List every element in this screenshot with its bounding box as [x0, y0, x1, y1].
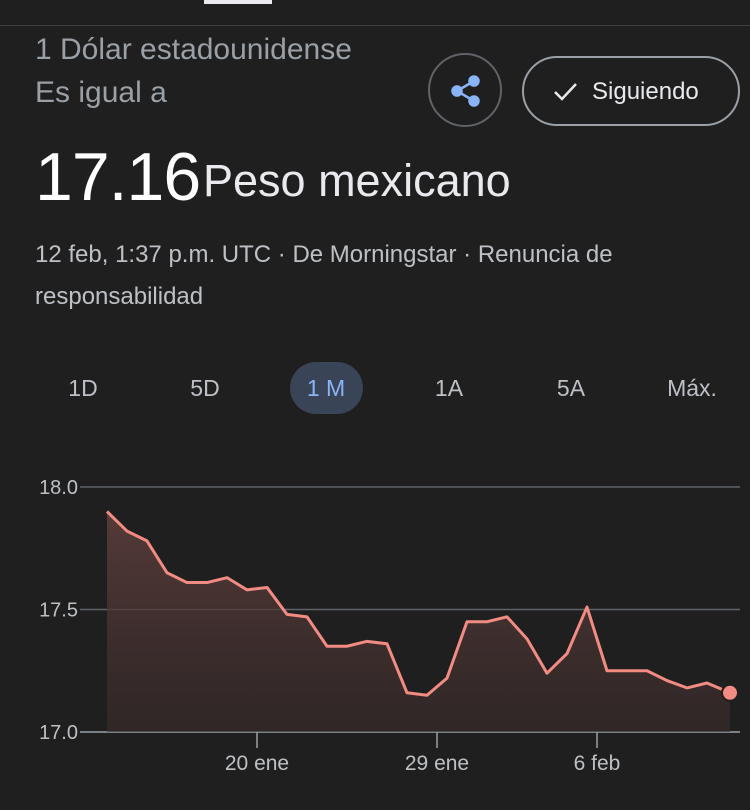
to-currency: Peso mexicano — [203, 155, 511, 206]
x-tick-label: 29 ene — [405, 752, 469, 775]
follow-button[interactable]: Siguiendo — [522, 56, 740, 126]
y-tick-label: 17.0 — [39, 722, 78, 744]
rate: 17.16 — [35, 139, 201, 215]
y-tick-label: 17.5 — [39, 600, 78, 622]
divider — [0, 25, 750, 26]
tab-indicator — [204, 0, 272, 4]
range-tab[interactable]: 5A — [556, 375, 586, 401]
price-line — [105, 510, 731, 697]
check-icon — [554, 83, 577, 101]
range-tab[interactable]: 1D — [68, 375, 98, 401]
follow-label: Siguiendo — [592, 78, 699, 105]
range-tab[interactable]: 1A — [434, 375, 464, 401]
share-button[interactable] — [428, 53, 502, 127]
x-tick-label: 6 feb — [574, 752, 621, 775]
x-tick-label: 20 ene — [225, 752, 289, 775]
range-tab[interactable]: 1 M — [306, 375, 346, 401]
last-point — [721, 683, 739, 702]
area — [107, 511, 730, 732]
from-currency: 1 Dólar estadounidense Es igual a — [35, 33, 352, 109]
info-line: 12 feb, 1:37 p.m. UTC · De Morningstar ·… — [35, 241, 613, 310]
range-tab[interactable]: Máx. — [667, 375, 717, 401]
range-tab[interactable]: 5D — [190, 375, 220, 401]
share-icon — [451, 75, 480, 107]
selected-tab-bg — [290, 362, 363, 414]
y-tick-label: 18.0 — [39, 477, 78, 499]
